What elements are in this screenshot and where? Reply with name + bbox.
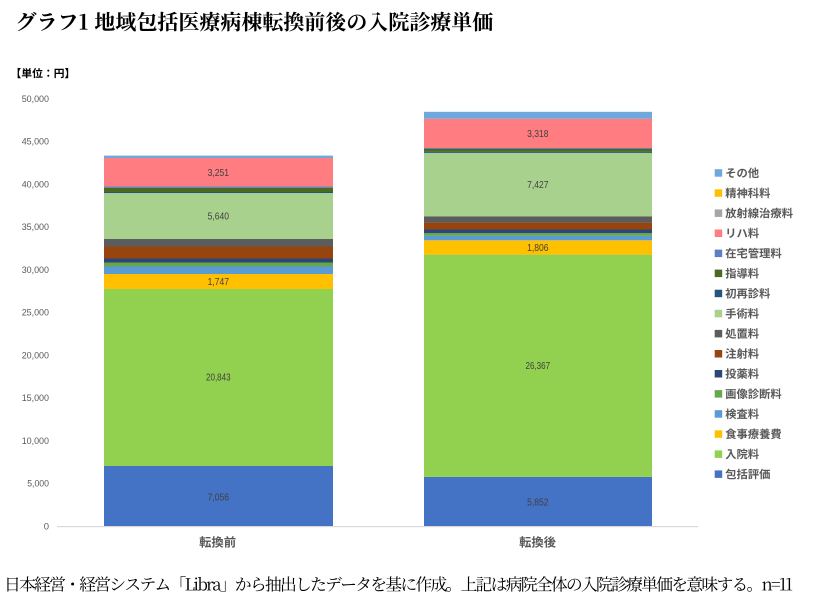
svg-text:1,806: 1,806: [527, 243, 549, 254]
svg-text:45,000: 45,000: [22, 137, 49, 148]
svg-text:25,000: 25,000: [22, 308, 49, 319]
svg-text:40,000: 40,000: [22, 180, 49, 191]
svg-text:20,000: 20,000: [22, 350, 49, 361]
svg-text:7,056: 7,056: [208, 493, 230, 504]
svg-text:30,000: 30,000: [22, 265, 49, 276]
svg-text:15,000: 15,000: [22, 393, 49, 404]
svg-text:26,367: 26,367: [526, 361, 551, 372]
svg-text:7,427: 7,427: [527, 180, 549, 191]
svg-text:3,251: 3,251: [208, 168, 230, 179]
svg-text:5,640: 5,640: [208, 212, 230, 223]
svg-text:35,000: 35,000: [22, 222, 49, 233]
svg-text:10,000: 10,000: [22, 436, 49, 447]
svg-text:5,852: 5,852: [527, 498, 549, 509]
svg-text:3,318: 3,318: [527, 129, 549, 140]
svg-text:20,843: 20,843: [206, 373, 231, 384]
svg-text:0: 0: [44, 521, 49, 532]
svg-text:5,000: 5,000: [27, 479, 49, 490]
svg-text:50,000: 50,000: [22, 94, 49, 105]
svg-text:1,747: 1,747: [208, 277, 230, 288]
